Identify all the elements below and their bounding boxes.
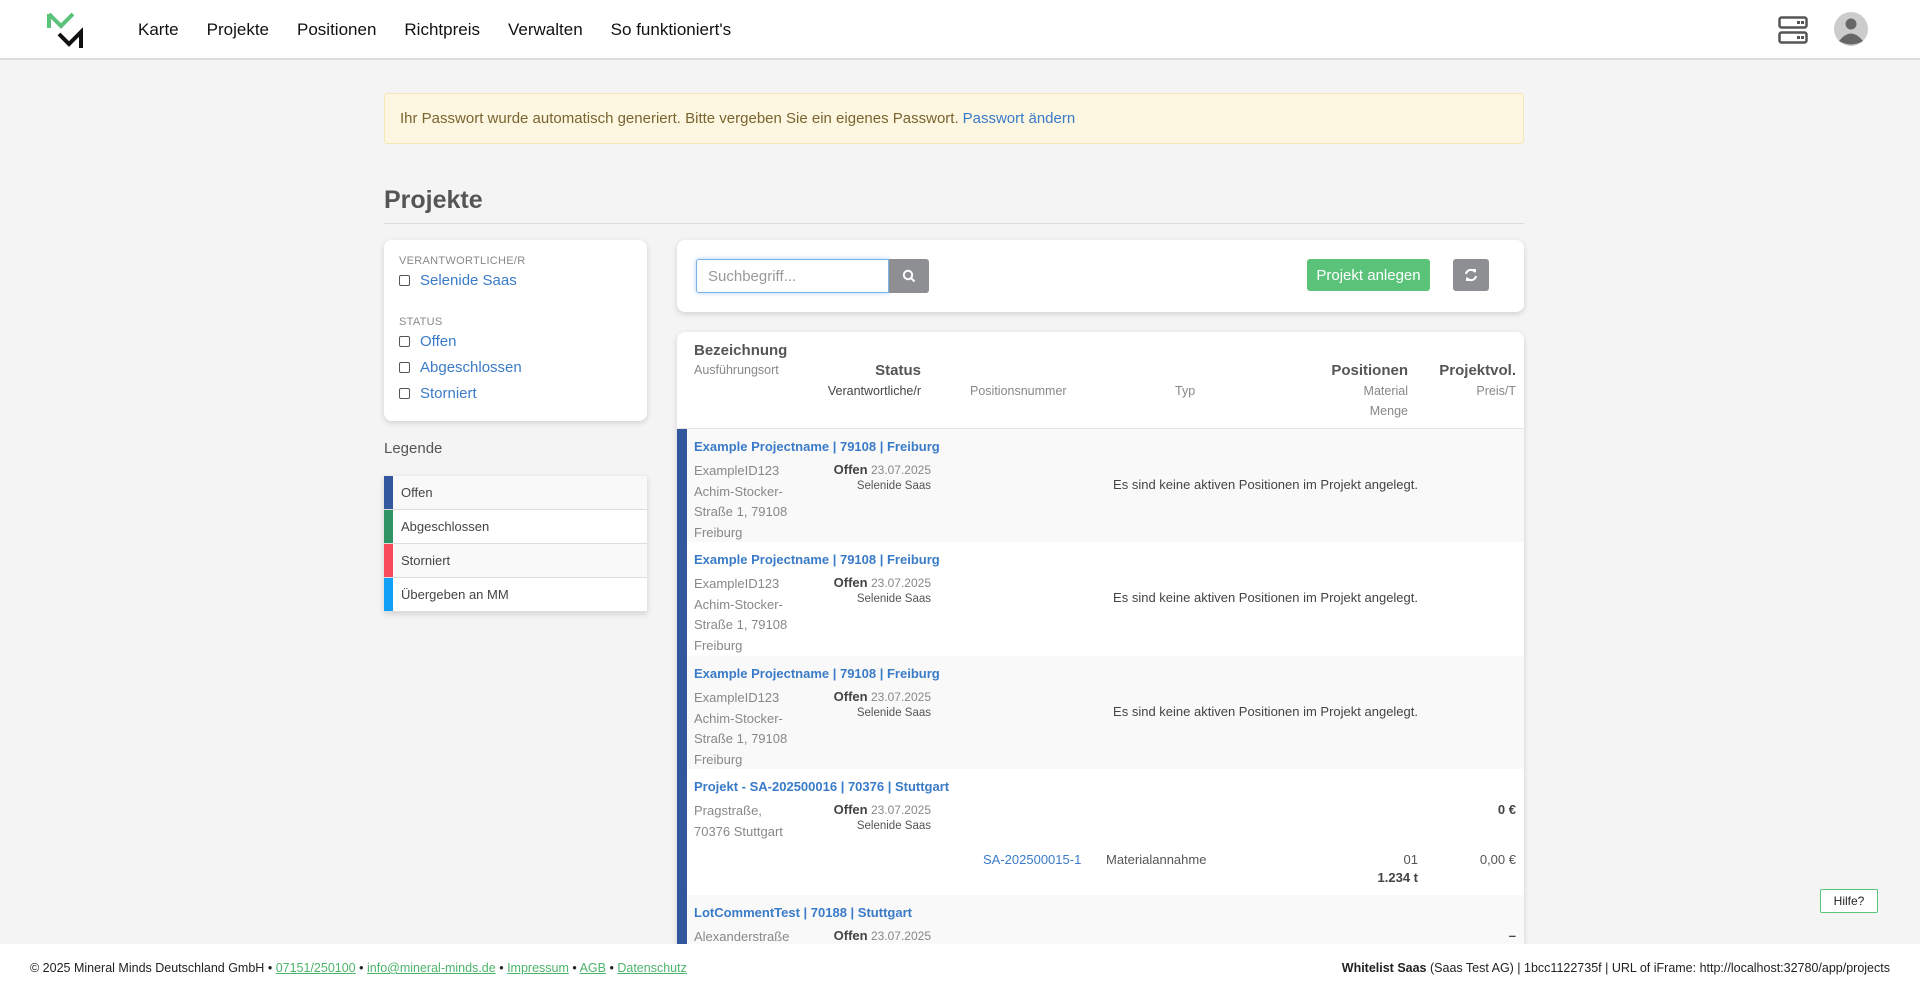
legend-item-offen: Offen (384, 476, 647, 510)
checkbox[interactable] (399, 388, 410, 399)
datenschutz-link[interactable]: Datenschutz (617, 961, 687, 975)
responsible: Selenide Saas (856, 593, 931, 605)
responsible: Selenide Saas (856, 480, 931, 492)
legend-item-abgeschlossen: Abgeschlossen (384, 510, 647, 544)
position-quantity: 1.234 t (1377, 870, 1418, 885)
status-badge: Offen 23.07.2025 (833, 462, 931, 477)
project-address: ExampleID123 Achim-Stocker-Straße 1, 791… (694, 463, 788, 540)
filter-responsible-selenide[interactable]: Selenide Saas (399, 272, 517, 289)
email-link[interactable]: info@mineral-minds.de (367, 961, 496, 975)
legend: Offen Abgeschlossen Storniert Übergeben … (384, 476, 647, 612)
header-preis: Preis/T (1476, 384, 1516, 398)
checkbox[interactable] (399, 362, 410, 373)
status-badge: Offen 23.07.2025 (833, 802, 931, 817)
change-password-link[interactable]: Passwort ändern (962, 110, 1076, 127)
position-price: 0,00 € (1479, 852, 1516, 867)
alert-text: Ihr Passwort wurde automatisch generiert… (400, 110, 959, 127)
filter-status-offen[interactable]: Offen (399, 333, 456, 350)
project-link[interactable]: Projekt - SA-202500016 | 70376 | Stuttga… (694, 779, 950, 794)
position-material: 01 (1403, 852, 1418, 867)
responsible: Selenide Saas (856, 820, 931, 832)
copyright: © 2025 Mineral Minds Deutschland GmbH (30, 961, 265, 975)
search-input[interactable] (696, 259, 889, 293)
no-positions-message: Es sind keine aktiven Positionen im Proj… (1113, 590, 1418, 605)
header-ausfuehrungsort: Ausführungsort (694, 363, 779, 377)
table-header: Bezeichnung Ausführungsort Status Verant… (677, 332, 1524, 429)
avatar[interactable] (1834, 12, 1868, 46)
footer: © 2025 Mineral Minds Deutschland GmbH • … (0, 944, 1920, 994)
header-material: Material (1363, 384, 1408, 398)
checkbox[interactable] (399, 336, 410, 347)
header-projektvol[interactable]: Projektvol. (1439, 362, 1516, 379)
refresh-icon (1465, 268, 1477, 282)
filter-label-status: STATUS (399, 316, 443, 328)
header-positionen[interactable]: Positionen (1331, 362, 1408, 379)
project-link[interactable]: Example Projectname | 79108 | Freiburg (694, 439, 940, 454)
position-number-link[interactable]: SA-202500015-1 (983, 852, 1082, 867)
table-row[interactable]: Example Projectname | 79108 | Freiburg E… (677, 542, 1524, 656)
header-positionsnummer: Positionsnummer (970, 384, 1067, 398)
project-address: Alexanderstraße (694, 929, 790, 944)
legend-title: Legende (384, 440, 443, 457)
no-positions-message: Es sind keine aktiven Positionen im Proj… (1113, 704, 1418, 719)
impressum-link[interactable]: Impressum (507, 961, 569, 975)
nav-richtpreis[interactable]: Richtpreis (404, 20, 480, 39)
legend-item-uebergeben: Übergeben an MM (384, 578, 647, 612)
page-title: Projekte (384, 186, 483, 214)
agb-link[interactable]: AGB (579, 961, 606, 975)
help-button[interactable]: Hilfe? (1820, 889, 1878, 913)
table-row[interactable]: LotCommentTest | 70188 | Stuttgart Alexa… (677, 895, 1524, 944)
status-badge: Offen 23.07.2025 (833, 928, 931, 943)
project-link[interactable]: LotCommentTest | 70188 | Stuttgart (694, 905, 912, 920)
project-address: ExampleID123 Achim-Stocker-Straße 1, 791… (694, 576, 788, 653)
project-volume: 0 € (1497, 802, 1516, 817)
table-row[interactable]: Example Projectname | 79108 | Freiburg E… (677, 429, 1524, 542)
tenant-info: Whitelist Saas (Saas Test AG) | 1bcc1122… (1341, 961, 1890, 975)
nav-verwalten[interactable]: Verwalten (508, 20, 583, 39)
phone-link[interactable]: 07151/250100 (275, 961, 356, 975)
table-row[interactable]: Example Projectname | 79108 | Freiburg E… (677, 656, 1524, 769)
toolbar-card: Projekt anlegen (677, 240, 1524, 312)
project-address: Pragstraße, 70376 Stuttgart (694, 803, 783, 839)
mineral-minds-logo[interactable] (46, 12, 86, 48)
status-badge: Offen 23.07.2025 (833, 575, 931, 590)
nav-projekte[interactable]: Projekte (206, 20, 270, 39)
divider (384, 223, 1524, 224)
search-button[interactable] (889, 259, 929, 293)
filter-status-abgeschlossen[interactable]: Abgeschlossen (399, 359, 522, 376)
no-positions-message: Es sind keine aktiven Positionen im Proj… (1113, 477, 1418, 492)
header-status[interactable]: Status (875, 362, 921, 379)
top-navbar: Karte Projekte Positionen Richtpreis Ver… (0, 0, 1920, 60)
nav-so-funktionierts[interactable]: So funktioniert's (610, 20, 732, 39)
project-volume: – (1508, 928, 1516, 943)
project-link[interactable]: Example Projectname | 79108 | Freiburg (694, 666, 940, 681)
server-icon[interactable] (1778, 16, 1808, 44)
nav-karte[interactable]: Karte (138, 20, 179, 39)
nav-positionen[interactable]: Positionen (297, 20, 377, 39)
create-project-button[interactable]: Projekt anlegen (1307, 259, 1430, 291)
header-menge: Menge (1369, 404, 1408, 418)
project-link[interactable]: Example Projectname | 79108 | Freiburg (694, 552, 940, 567)
refresh-button[interactable] (1453, 259, 1489, 291)
header-verantwortliche: Verantwortliche/r (827, 384, 921, 398)
projects-table: Bezeichnung Ausführungsort Status Verant… (677, 332, 1524, 944)
filter-status-storniert[interactable]: Storniert (399, 385, 477, 402)
responsible: Selenide Saas (856, 707, 931, 719)
checkbox[interactable] (399, 275, 410, 286)
header-typ: Typ (1175, 384, 1196, 398)
legend-item-storniert: Storniert (384, 544, 647, 578)
filter-card: VERANTWORTLICHE/R Selenide Saas STATUS O… (384, 240, 647, 421)
status-badge: Offen 23.07.2025 (833, 689, 931, 704)
password-alert: Ihr Passwort wurde automatisch generiert… (384, 93, 1524, 144)
main-nav: Karte Projekte Positionen Richtpreis Ver… (138, 0, 759, 60)
position-type: Materialannahme (1106, 852, 1207, 867)
project-address: ExampleID123 Achim-Stocker-Straße 1, 791… (694, 690, 788, 767)
table-row[interactable]: Projekt - SA-202500016 | 70376 | Stuttga… (677, 769, 1524, 895)
search-icon (902, 269, 916, 283)
header-bezeichnung[interactable]: Bezeichnung (694, 342, 788, 359)
filter-label-responsible: VERANTWORTLICHE/R (399, 255, 526, 267)
